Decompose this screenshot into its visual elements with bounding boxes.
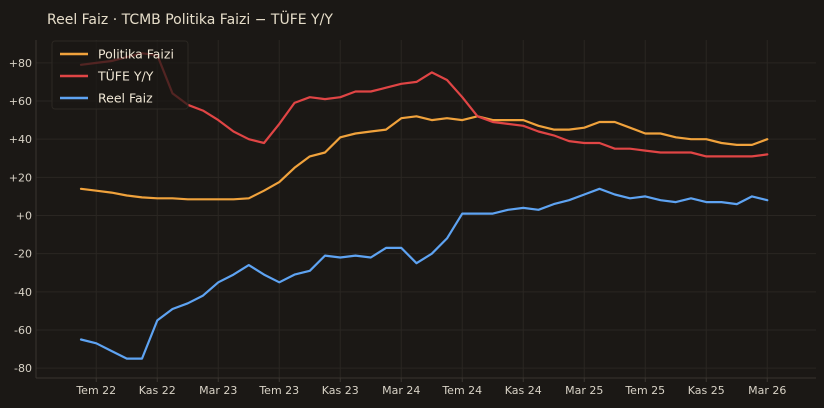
y-tick-label: +80 [9,57,32,70]
y-tick-label: +20 [9,171,32,184]
series-line-tüfe-y-y [79,52,769,158]
x-tick-label: Kas 24 [505,384,542,397]
x-tick-label: Tem 22 [75,384,116,397]
y-tick-label: -40 [14,286,32,299]
y-tick-labels: +80 +60 +40 +20 +0 -20 -40 -60 -80 [9,57,32,375]
legend-label: Politika Faizi [98,47,174,62]
x-tick-labels: Tem 22 Kas 22 Mar 23 Tem 23 Kas 23 Mar 24 Tem … [75,378,786,397]
x-tick-label: Tem 25 [624,384,665,397]
legend: Politika Faizi TÜFE Y/Y Reel Faiz [51,40,189,110]
series-line-reel-faiz [79,187,769,360]
x-tick-label: Mar 24 [382,384,420,397]
y-tick-label: -20 [14,248,32,261]
x-tick-label: Kas 22 [139,384,176,397]
y-tick-label: -80 [14,362,32,375]
x-tick-label: Kas 23 [322,384,359,397]
series-line-politika-faizi [79,115,769,201]
y-tick-label: +40 [9,133,32,146]
x-tick-label: Tem 24 [441,384,482,397]
x-tick-label: Mar 23 [199,384,237,397]
x-tick-label: Mar 25 [565,384,603,397]
chart-title: Reel Faiz · TCMB Politika Faizi − TÜFE Y… [47,10,333,28]
y-tick-label: +0 [16,210,32,223]
axes [35,40,816,379]
legend-label: Reel Faiz [98,91,153,106]
series-lines [79,52,769,360]
legend-box [51,40,189,110]
y-tick-label: -60 [14,324,32,337]
x-tick-label: Mar 26 [748,384,786,397]
x-tick-label: Tem 23 [258,384,299,397]
x-tick-label: Kas 25 [688,384,725,397]
legend-label: TÜFE Y/Y [97,68,154,84]
y-tick-label: +60 [9,95,32,108]
